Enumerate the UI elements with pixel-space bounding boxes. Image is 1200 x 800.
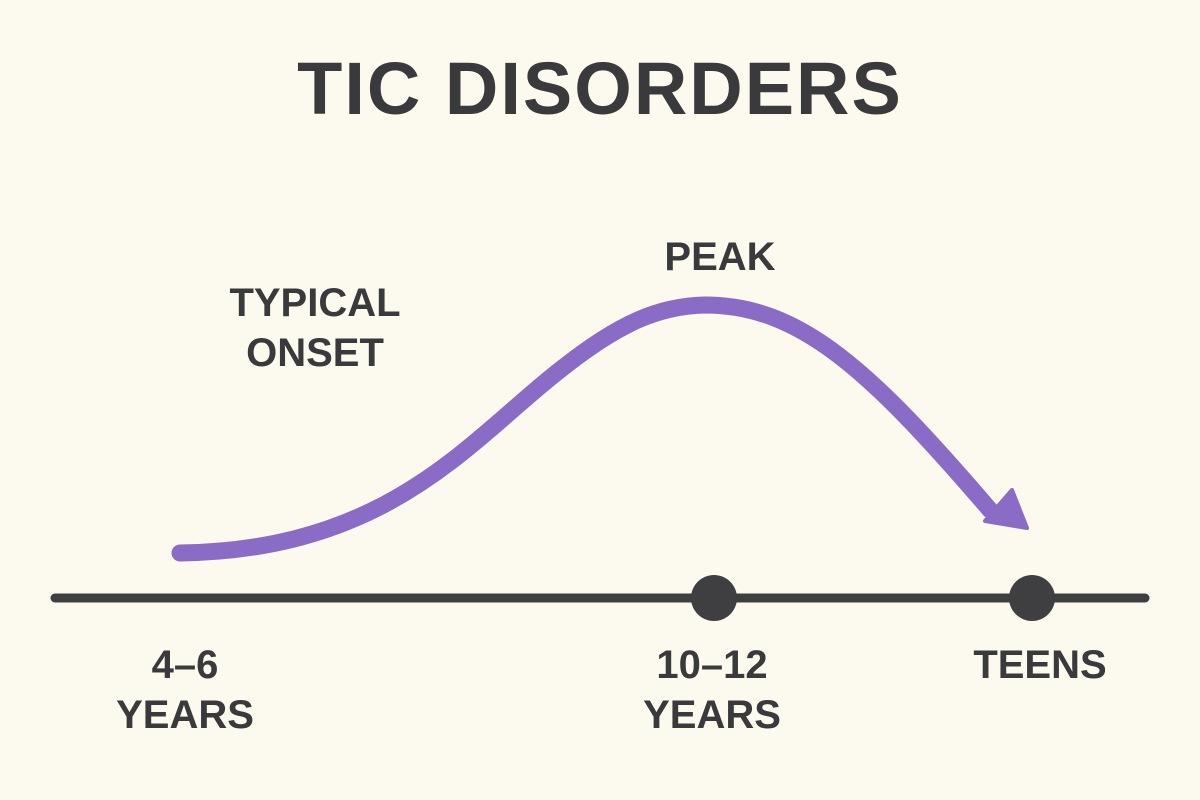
age-label-line2: YEARS bbox=[116, 693, 254, 737]
onset-label-line2: ONSET bbox=[246, 331, 384, 375]
timeline-marker-10-12 bbox=[691, 575, 737, 621]
age-label-10-12: 10–12 YEARS bbox=[612, 640, 812, 740]
typical-onset-label: TYPICAL ONSET bbox=[210, 278, 420, 378]
age-label-line1: 10–12 bbox=[656, 643, 768, 687]
age-label-line1: TEENS bbox=[973, 643, 1107, 687]
incidence-curve bbox=[171, 296, 999, 562]
age-label-line1: 4–6 bbox=[151, 643, 219, 687]
page-title: TIC DISORDERS bbox=[297, 47, 903, 130]
onset-label-line1: TYPICAL bbox=[229, 281, 401, 325]
age-label-line2: YEARS bbox=[643, 693, 781, 737]
age-label-teens: TEENS bbox=[950, 640, 1130, 690]
timeline-marker-teens bbox=[1009, 575, 1055, 621]
curve-arrowhead-icon bbox=[983, 488, 1029, 530]
age-label-4-6: 4–6 YEARS bbox=[95, 640, 275, 740]
peak-label: PEAK bbox=[664, 235, 776, 279]
